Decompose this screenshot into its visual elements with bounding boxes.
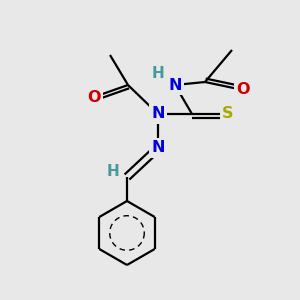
Text: N: N (151, 106, 165, 122)
Text: H: H (106, 164, 119, 178)
Text: O: O (236, 82, 250, 98)
Text: S: S (222, 106, 234, 122)
Text: O: O (87, 89, 101, 104)
Text: N: N (151, 140, 165, 155)
Text: N: N (168, 77, 182, 92)
Text: H: H (152, 65, 164, 80)
